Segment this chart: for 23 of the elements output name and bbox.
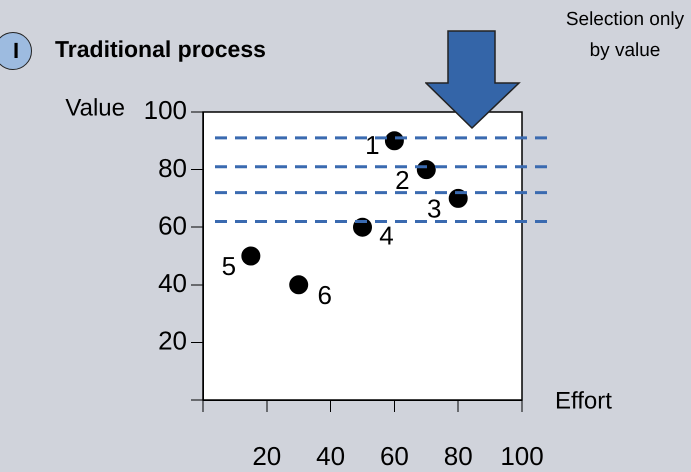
x-tick-label: 80 — [444, 440, 473, 471]
circle-badge: I — [0, 32, 32, 70]
y-axis-title: Value — [65, 94, 125, 122]
point — [241, 246, 260, 266]
annotation: 3 — [426, 194, 442, 224]
text: Selection only by value — [564, 8, 686, 63]
annotation: 1 — [365, 130, 380, 160]
y-tick-label: 100 — [144, 95, 187, 126]
x-tick-label: 20 — [252, 440, 282, 471]
annotation: 6 — [317, 280, 332, 310]
x-tick-label: 40 — [316, 440, 346, 471]
x-tick-label: 60 — [380, 440, 409, 471]
y-tick-label: 60 — [158, 210, 187, 240]
annotation: 2 — [395, 164, 410, 195]
y-tick-label: 80 — [158, 152, 187, 183]
y-tick-label: 20 — [158, 326, 187, 356]
x-tick-label: 100 — [500, 440, 544, 471]
x-axis-title: Effort — [555, 388, 612, 415]
annotation: 5 — [222, 251, 236, 282]
annotation: 4 — [379, 220, 394, 250]
point — [289, 275, 308, 294]
chart-title: Traditional process — [55, 36, 266, 63]
y-tick-label: 40 — [158, 268, 187, 298]
